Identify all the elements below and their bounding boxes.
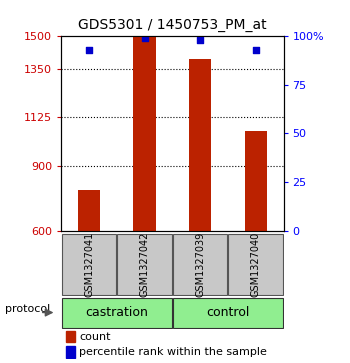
Text: percentile rank within the sample: percentile rank within the sample [79,347,267,357]
Bar [173,234,228,295]
Point [253,47,259,53]
Text: GSM1327042: GSM1327042 [140,231,149,297]
Text: count: count [79,331,111,342]
Bar [62,234,116,295]
Bar [66,331,75,342]
Bar [66,346,75,358]
Bar [245,131,267,231]
Bar [78,189,100,231]
Bar [133,37,156,231]
Point [142,35,147,41]
Bar [62,298,172,327]
Bar [229,234,283,295]
Bar [189,59,211,231]
Point [197,37,203,43]
Point [86,47,92,53]
Bar [117,234,172,295]
Text: GSM1327041: GSM1327041 [84,232,94,297]
Text: castration: castration [85,306,148,319]
Text: GSM1327040: GSM1327040 [251,232,261,297]
Bar [173,298,283,327]
Text: GSM1327039: GSM1327039 [195,232,205,297]
Text: protocol: protocol [5,304,50,314]
Title: GDS5301 / 1450753_PM_at: GDS5301 / 1450753_PM_at [78,19,267,33]
Text: control: control [206,306,250,319]
